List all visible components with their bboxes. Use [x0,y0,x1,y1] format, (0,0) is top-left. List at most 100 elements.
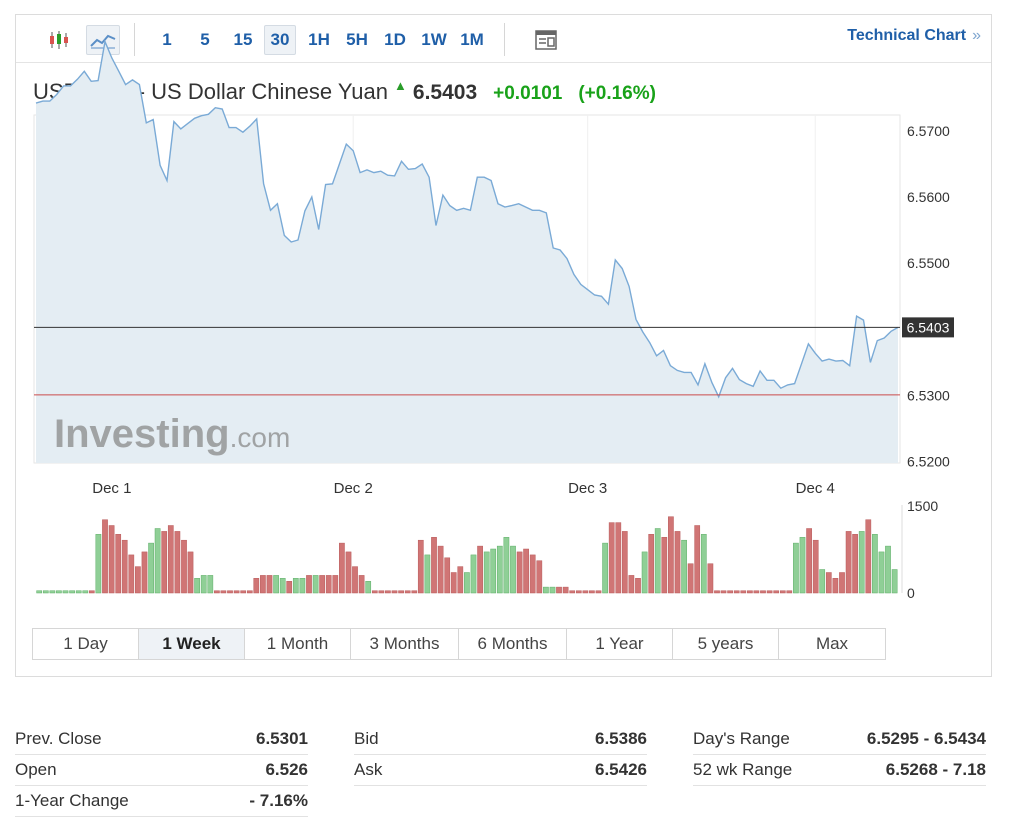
stats-column: Bid 6.5386 Ask 6.5426 [354,724,647,786]
volume-bar [543,586,549,594]
volume-bar [450,572,457,594]
last-price: 6.5403 [412,81,478,104]
interval-30-button[interactable]: 30 [264,25,296,55]
chart-layout-icon[interactable] [532,25,560,55]
volume-bar [431,537,437,594]
volume-bar [740,590,747,594]
volume-bar [332,575,339,594]
volume-bar [260,575,266,594]
range-max-button[interactable]: Max [779,629,885,659]
interval-1w-button[interactable]: 1W [421,30,447,49]
volume-bar [95,534,102,594]
volume-bar [102,519,108,594]
interval-15-button[interactable]: 15 [233,30,253,49]
volume-bar [339,542,345,594]
volume-bar [681,539,687,594]
price-change-percent: (+0.16%) [578,83,656,104]
volume-tick-label: 1500 [907,498,938,514]
technical-chart-label: Technical Chart [847,27,967,44]
volume-bar [621,531,628,594]
volume-bar [306,575,312,594]
volume-bar [694,525,701,594]
volume-bar [148,542,154,594]
range-1-month-button[interactable]: 1 Month [245,629,351,659]
stat-label: Ask [354,760,383,779]
volume-bar [549,586,556,594]
current-price-tag [902,317,954,338]
volume-bar [700,534,707,594]
y-tick-label: 6.5700 [907,123,950,139]
chart-toolbar: 1 5 15 30 1H 5H 1D 1W 1M Technical Chart» [16,15,991,63]
volume-bar [108,525,115,594]
volume-bar [69,590,75,594]
volume-bar [602,542,608,594]
volume-bar [720,590,727,594]
volume-bar [174,531,181,594]
volume-bar [345,551,352,594]
candlestick-icon[interactable] [44,25,74,55]
volume-bar [417,539,424,594]
interval-1d-button[interactable]: 1D [384,30,406,49]
volume-bar [608,522,615,594]
volume-bar [36,590,43,594]
volume-bar [464,572,470,594]
volume-bar [62,590,69,594]
stats-column: Prev. Close 6.5301 Open 6.526 1-Year Change -… [15,724,308,817]
volume-bar [385,590,391,594]
volume-bar [220,590,227,594]
range-1-week-button[interactable]: 1 Week [139,629,245,659]
volume-bar [299,578,306,594]
stat-value: 6.526 [265,760,308,779]
volume-bar [523,548,529,594]
volume-bar [556,586,562,594]
volume-bar [569,590,576,594]
volume-bar [727,590,733,594]
volume-bar [470,554,477,594]
stat-label: 1-Year Change [15,791,129,810]
volume-bar [865,519,872,594]
volume-bar [529,554,536,594]
toolbar-divider [134,23,135,56]
volume-bar [516,551,523,594]
range-6-months-button[interactable]: 6 Months [459,629,567,659]
interval-5-button[interactable]: 5 [200,30,210,49]
volume-bar [668,516,674,594]
volume-bar [378,590,385,594]
volume-bar [194,578,200,594]
volume-bar [766,590,773,594]
volume-bar [325,575,332,594]
stat-value: - 7.16% [249,791,308,810]
volume-bar [747,590,753,594]
volume-bar [135,566,141,594]
volume-bar [707,563,714,594]
technical-chart-link[interactable]: Technical Chart » [847,27,981,45]
interval-1-button[interactable]: 1 [162,30,172,49]
stat-label: Prev. Close [15,729,102,748]
volume-bar [812,539,819,594]
stat-label: Day's Range [693,729,790,748]
up-arrow-icon: ▲ [394,78,407,93]
stat-row: Bid 6.5386 [354,724,647,755]
volume-bar [483,551,490,594]
x-tick-label: Dec 4 [796,480,835,497]
stat-value: 6.5295 - 6.5434 [866,729,986,748]
range-5-years-button[interactable]: 5 years [673,629,779,659]
volume-bar [391,590,398,594]
interval-1m-button[interactable]: 1M [460,30,484,49]
interval-5h-button[interactable]: 5H [346,30,368,49]
interval-1h-button[interactable]: 1H [308,30,330,49]
volume-bar [799,537,806,594]
range-1-year-button[interactable]: 1 Year [567,629,673,659]
y-tick-label: 6.5600 [907,189,950,205]
stat-value: 6.5386 [595,729,647,748]
range-1-day-button[interactable]: 1 Day [33,629,139,659]
stat-value: 6.5268 - 7.18 [885,760,986,779]
price-line [35,39,899,399]
volume-bar [292,578,299,594]
x-tick-label: Dec 1 [92,480,131,497]
volume-bar [779,590,786,594]
volume-bar [457,566,464,594]
volume-bar [852,534,858,594]
range-3-months-button[interactable]: 3 Months [351,629,459,659]
volume-bar [858,531,865,594]
